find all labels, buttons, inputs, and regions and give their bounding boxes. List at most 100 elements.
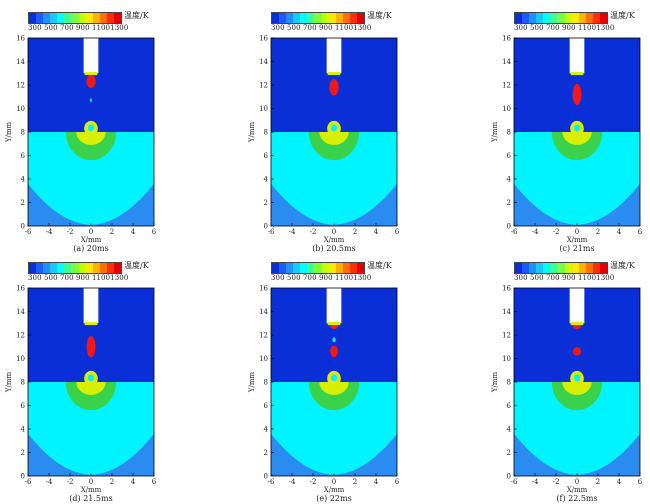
nozzle (569, 38, 585, 74)
colorbar-swatch (592, 263, 600, 273)
y-tick-label: 12 (259, 332, 268, 340)
x-tick-label: -6 (268, 228, 275, 236)
y-tick-label: 2 (264, 199, 268, 207)
y-tick-label: 6 (21, 402, 26, 410)
nozzle-exit-band (570, 322, 584, 326)
x-axis-label: X/mm (324, 486, 345, 494)
contour-plot: -6 -4 -2 0 2 4 6 0 2 4 6 8 10 12 14 16 X/mm Y/mm (248, 285, 400, 495)
colorbar-swatch (43, 263, 51, 273)
colorbar-swatch (57, 13, 65, 23)
colorbar-swatch (557, 263, 565, 273)
colorbar-swatch (599, 13, 608, 23)
heated-zone (551, 382, 603, 411)
colorbar-swatch (571, 263, 579, 273)
colorbar-swatches (28, 262, 122, 274)
x-tick-label: 4 (374, 478, 379, 486)
x-axis-label: X/mm (81, 486, 102, 494)
x-tick-label: -6 (25, 228, 32, 236)
y-tick-label: 4 (264, 176, 269, 184)
nozzle (326, 288, 342, 324)
colorbar-swatch (99, 263, 107, 273)
colorbar-tick-labels: 300 500 700 900 11001300 (271, 24, 372, 32)
y-tick-label: 0 (21, 473, 25, 481)
colorbar-swatch (335, 263, 343, 273)
colorbar-swatches (28, 12, 122, 24)
colorbar-tick-labels: 300 500 700 900 11001300 (28, 274, 129, 282)
colorbar-swatch (85, 13, 93, 23)
colorbar-swatch (50, 263, 58, 273)
panel-c: 温度/K 300 500 700 900 11001300 -6 -4 -2 0 2 4 6 0 2… (486, 8, 650, 253)
colorbar-swatch (536, 263, 544, 273)
y-tick-label: 10 (259, 355, 268, 363)
crater-core (87, 124, 95, 132)
y-tick-label: 6 (507, 152, 512, 160)
x-tick-label: 2 (110, 228, 114, 236)
colorbar-swatch (113, 13, 122, 23)
colorbar-tick-labels: 300 500 700 900 11001300 (514, 274, 615, 282)
nozzle-exit-band (84, 322, 98, 326)
colorbar-swatch (307, 263, 315, 273)
y-tick-label: 10 (259, 105, 268, 113)
colorbar-swatch (356, 263, 365, 273)
x-tick-label: -4 (46, 228, 53, 236)
y-tick-label: 10 (502, 105, 511, 113)
colorbar-swatch (543, 263, 551, 273)
x-tick-label: 0 (89, 478, 93, 486)
colorbar-swatch (599, 263, 608, 273)
colorbar: 温度/K 300 500 700 900 11001300 (243, 258, 443, 288)
x-tick-label: -4 (46, 478, 53, 486)
colorbar-swatches (514, 12, 608, 24)
y-tick-label: 10 (16, 105, 25, 113)
panel-caption: (c) 21ms (559, 244, 595, 253)
panel-caption: (e) 22ms (316, 494, 352, 503)
colorbar-swatch (78, 13, 86, 23)
small-droplet (332, 337, 336, 343)
colorbar-swatch (29, 263, 37, 273)
colorbar-swatch (543, 13, 551, 23)
y-tick-label: 0 (507, 223, 511, 231)
colorbar-swatch (529, 263, 537, 273)
y-tick-label: 4 (21, 176, 26, 184)
heated-zone (65, 132, 117, 161)
cool-bottom-region (28, 433, 154, 476)
y-tick-label: 16 (259, 35, 268, 43)
hot-zone (319, 132, 349, 145)
y-tick-label: 16 (16, 35, 25, 43)
y-tick-label: 6 (264, 152, 269, 160)
y-tick-label: 2 (507, 449, 511, 457)
colorbar-swatch (349, 263, 357, 273)
y-tick-label: 6 (21, 152, 26, 160)
heated-zone (65, 382, 117, 411)
nozzle (326, 38, 342, 74)
x-tick-label: -6 (511, 228, 518, 236)
x-tick-label: -2 (553, 228, 560, 236)
cool-bottom-region (271, 433, 397, 476)
colorbar-swatch (321, 13, 329, 23)
y-tick-label: 8 (507, 129, 511, 137)
colorbar-title: 温度/K (367, 261, 392, 270)
cool-bottom-region (28, 183, 154, 226)
droplet-tip (86, 336, 96, 358)
nozzle-exit-band (84, 72, 98, 76)
x-tick-label: 0 (575, 478, 579, 486)
panel-e: 温度/K 300 500 700 900 11001300 -6 -4 -2 0 2 4 6 0 2… (243, 258, 443, 503)
x-tick-label: 0 (89, 228, 93, 236)
contour-plot: -6 -4 -2 0 2 4 6 0 2 4 6 8 10 12 14 16 X/mm Y/mm (248, 35, 400, 245)
colorbar-swatch (36, 13, 44, 23)
x-tick-label: 4 (131, 228, 136, 236)
contour-plot: -6 -4 -2 0 2 4 6 0 2 4 6 8 10 12 14 16 X/mm Y/mm (491, 35, 643, 245)
colorbar-swatch (349, 13, 357, 23)
x-tick-label: -2 (67, 478, 74, 486)
contour-plot: -6 -4 -2 0 2 4 6 0 2 4 6 8 10 12 14 16 X/mm Y/mm (5, 35, 157, 245)
crater-core (573, 124, 581, 132)
colorbar-swatch (571, 13, 579, 23)
y-tick-label: 8 (264, 129, 268, 137)
colorbar: 温度/K 300 500 700 900 11001300 (0, 8, 200, 38)
colorbar-swatch (314, 13, 322, 23)
colorbar-swatch (515, 263, 523, 273)
panel-caption: (b) 20.5ms (312, 244, 356, 253)
colorbar-swatch (272, 13, 280, 23)
colorbar-swatch (99, 13, 107, 23)
colorbar-swatch (578, 13, 586, 23)
colorbar-swatch (71, 13, 79, 23)
